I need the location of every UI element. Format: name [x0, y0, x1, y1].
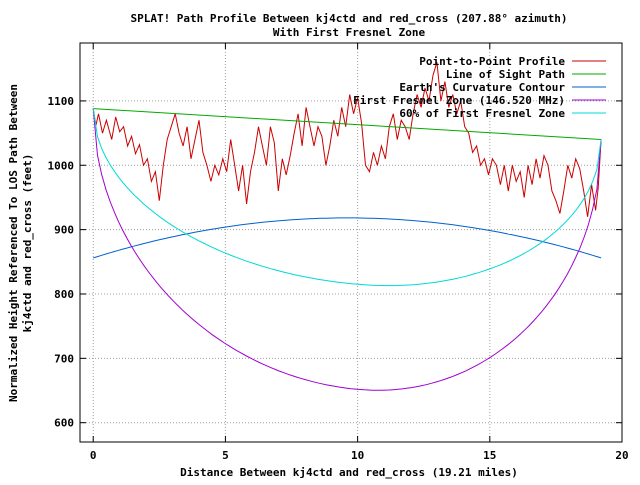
x-axis-label: Distance Between kj4ctd and red_cross (1…: [180, 466, 518, 479]
x-tick-label: 0: [90, 449, 97, 462]
legend-label: Point-to-Point Profile: [419, 55, 565, 68]
y-tick-label: 600: [54, 417, 74, 430]
series-line-point-to-point-profile: [92, 62, 602, 217]
x-tick-label: 10: [351, 449, 364, 462]
chart-title-line-2: With First Fresnel Zone: [273, 26, 426, 39]
y-tick-label: 1100: [48, 95, 75, 108]
y-tick-label: 900: [54, 224, 74, 237]
legend-label: First Fresnel Zone (146.520 MHz): [353, 94, 565, 107]
legend-label: Line of Sight Path: [446, 68, 565, 81]
x-tick-label: 15: [483, 449, 496, 462]
plot-frame: [79, 42, 623, 443]
axis-ticks: 0 5 10 15 20 600 700 800 900 1000 1100: [48, 43, 629, 462]
series-line-60-of-first-fresnel-zone: [92, 108, 602, 287]
y-tick-label: 700: [54, 352, 74, 365]
x-tick-label: 5: [222, 449, 229, 462]
series-line-earth-s-curvature-contour: [93, 217, 602, 259]
legend-label: Earth's Curvature Contour: [399, 81, 565, 94]
legend-label: 60% of First Fresnel Zone: [399, 107, 565, 120]
x-tick-label: 20: [615, 449, 628, 462]
y-tick-label: 800: [54, 288, 74, 301]
y-tick-label: 1000: [48, 159, 75, 172]
series-line-line-of-sight-path: [93, 108, 602, 140]
chart-title-line-1: SPLAT! Path Profile Between kj4ctd and r…: [130, 12, 567, 25]
y-axis-label-line-2: kj4ctd and red_cross (feet): [21, 154, 34, 333]
series-line-first-fresnel-zone-146-520-mhz: [92, 108, 602, 391]
y-axis-label-line-1: Normalized Height Referenced To LOS Path…: [7, 84, 20, 402]
plot-series: [92, 62, 602, 391]
